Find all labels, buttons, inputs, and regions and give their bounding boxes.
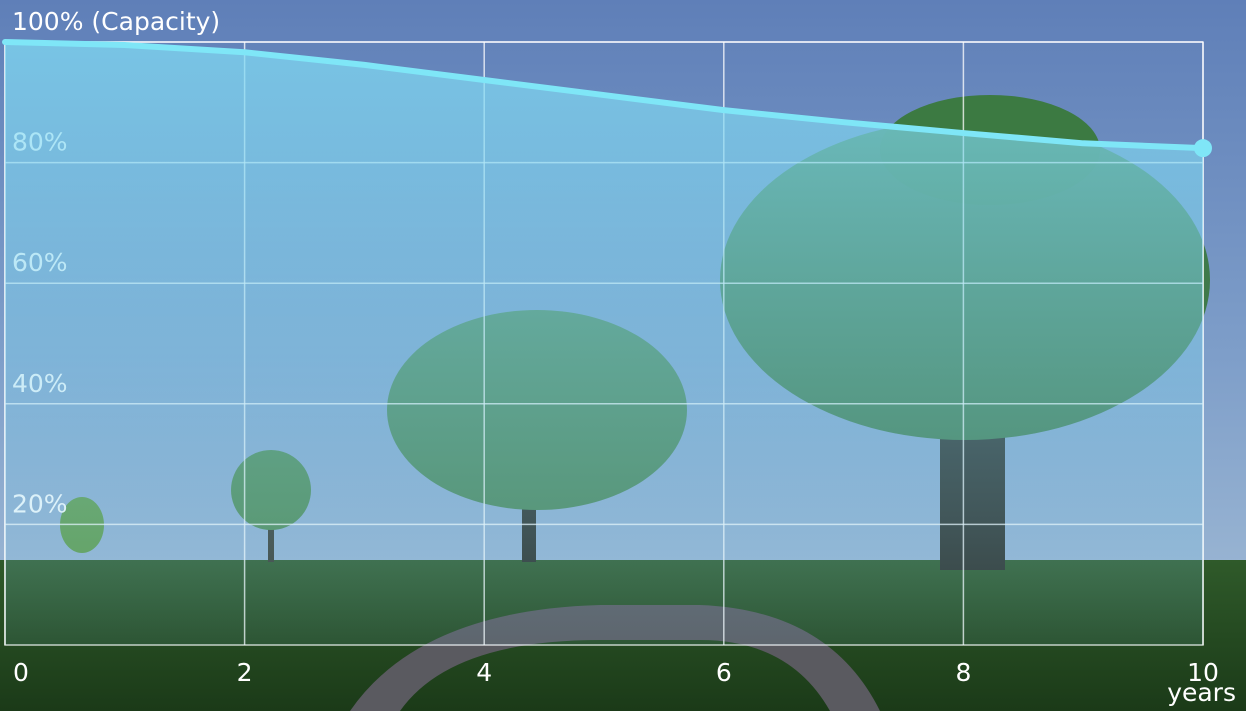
- capacity-line: [2, 39, 1206, 152]
- x-tick-label: 6: [716, 658, 732, 687]
- y-tick-label: 100% (Capacity): [12, 7, 220, 36]
- capacity-area: [5, 42, 1203, 645]
- x-axis-label: years: [1167, 678, 1236, 707]
- x-tick-label: 2: [237, 658, 253, 687]
- x-tick-label: 8: [955, 658, 971, 687]
- x-tick-label: 4: [476, 658, 492, 687]
- end-point: [1194, 139, 1212, 158]
- x-tick-label: 0: [13, 658, 29, 687]
- x-tick-label: 10: [1187, 658, 1219, 687]
